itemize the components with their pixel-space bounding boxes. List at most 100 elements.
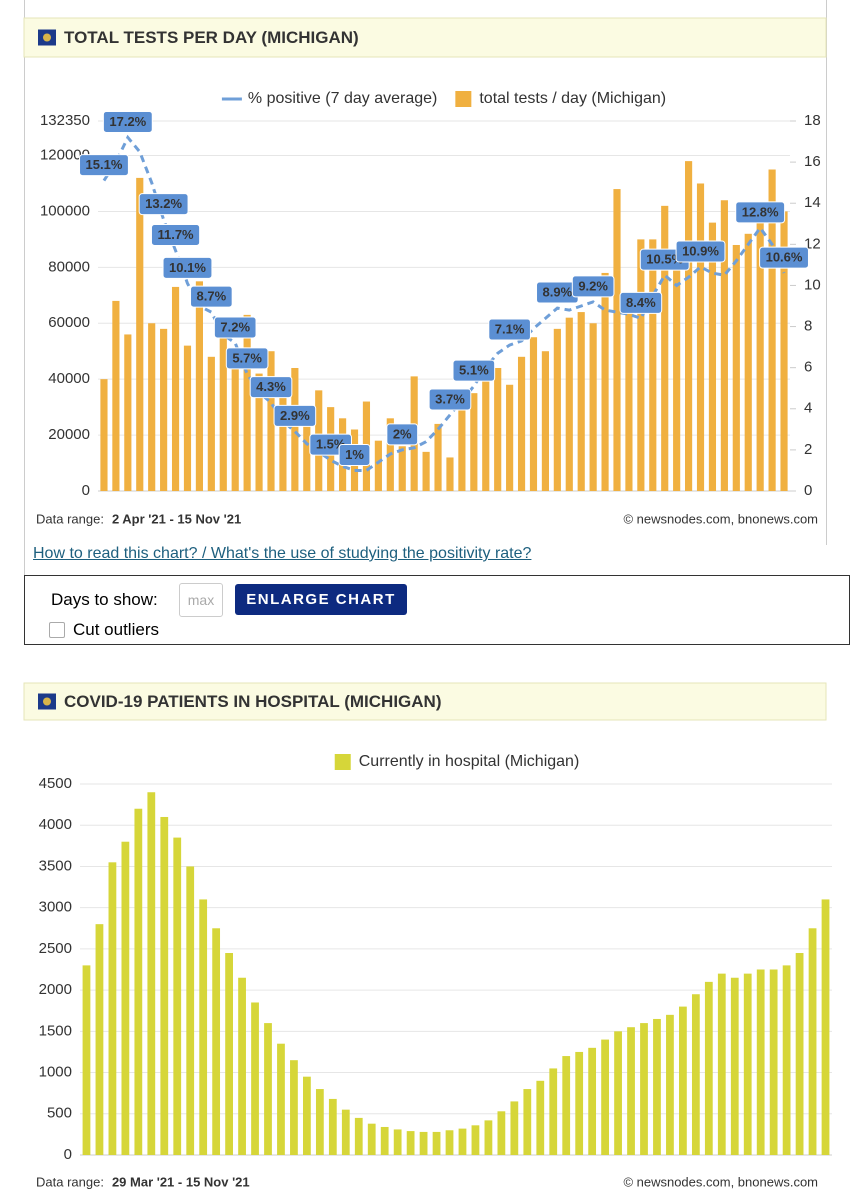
y2-tick-label: 6 bbox=[804, 359, 812, 376]
bar bbox=[393, 1129, 402, 1155]
bar bbox=[523, 1089, 532, 1155]
value-label-box bbox=[162, 256, 213, 279]
value-label: 1% bbox=[345, 447, 364, 462]
legend-swatch bbox=[455, 91, 472, 107]
bar bbox=[290, 1060, 298, 1155]
value-label-box bbox=[150, 224, 201, 246]
bar bbox=[589, 323, 597, 491]
bar bbox=[637, 239, 645, 491]
bar bbox=[212, 928, 221, 1155]
data-range-label: Data range: bbox=[36, 1174, 104, 1189]
header-bar bbox=[23, 17, 827, 58]
bar bbox=[601, 1039, 609, 1155]
bar bbox=[673, 261, 681, 491]
bar bbox=[219, 337, 227, 491]
outliers-checkbox[interactable] bbox=[49, 622, 65, 638]
bar bbox=[666, 1014, 674, 1155]
y-tick-label: 3000 bbox=[39, 899, 72, 916]
bar bbox=[458, 390, 466, 491]
value-label-box bbox=[102, 110, 153, 133]
value-label: 8.7% bbox=[197, 289, 227, 304]
value-label-box bbox=[571, 275, 615, 298]
value-label-box bbox=[735, 201, 786, 224]
bar bbox=[406, 1131, 415, 1155]
bar bbox=[696, 183, 705, 491]
bar bbox=[529, 337, 538, 491]
y-tick-label: 2500 bbox=[39, 940, 72, 957]
value-label: 9.2% bbox=[578, 278, 608, 293]
bar bbox=[756, 969, 765, 1155]
bar bbox=[661, 205, 669, 492]
bar bbox=[147, 792, 156, 1155]
bar bbox=[649, 239, 657, 491]
bar bbox=[768, 169, 776, 491]
bar bbox=[112, 300, 120, 491]
value-label: 7.2% bbox=[220, 319, 250, 334]
data-range: 2 Apr '21 - 15 Nov '21 bbox=[112, 511, 241, 526]
bar bbox=[484, 1120, 493, 1155]
bar bbox=[482, 379, 490, 491]
help-link[interactable]: How to read this chart? / What's the use… bbox=[33, 545, 532, 562]
value-label-box bbox=[488, 318, 531, 341]
bar bbox=[782, 965, 791, 1155]
value-label: 8.4% bbox=[626, 295, 656, 310]
days-input[interactable]: max bbox=[179, 583, 223, 617]
legend-label: Currently in hospital (Michigan) bbox=[359, 753, 580, 770]
bar bbox=[279, 384, 287, 491]
y2-tick-label: 18 bbox=[804, 112, 821, 129]
bar bbox=[541, 351, 549, 491]
bar bbox=[124, 334, 132, 491]
enlarge-button[interactable]: ENLARGE CHART bbox=[235, 584, 407, 615]
value-label-box bbox=[273, 404, 317, 427]
bar bbox=[627, 1027, 635, 1155]
legend: % positive (7 day average) total tests / … bbox=[221, 90, 666, 107]
y-tick-label: 0 bbox=[82, 482, 90, 499]
y-tick-label: 100000 bbox=[40, 202, 90, 219]
legend-swatch bbox=[334, 754, 351, 770]
bar bbox=[577, 312, 585, 491]
bar bbox=[625, 295, 633, 491]
value-label: 10.6% bbox=[766, 250, 803, 265]
value-label: 17.2% bbox=[109, 114, 146, 129]
value-label-box bbox=[619, 291, 663, 314]
bar bbox=[277, 1043, 285, 1155]
y-tick-label: 120000 bbox=[40, 146, 90, 163]
bar bbox=[267, 351, 275, 491]
y2-tick-label: 2 bbox=[804, 441, 812, 458]
bar bbox=[160, 328, 168, 491]
bar bbox=[225, 953, 233, 1155]
source: © newsnodes.com, bnonews.com bbox=[623, 511, 818, 526]
bar bbox=[562, 1056, 571, 1155]
bar bbox=[497, 1111, 506, 1155]
bar bbox=[614, 1031, 622, 1155]
value-label-box bbox=[213, 316, 257, 339]
y2-tick-label: 10 bbox=[804, 276, 821, 293]
y-tick-label: 1500 bbox=[39, 1022, 72, 1039]
bar bbox=[549, 1068, 558, 1155]
bar bbox=[121, 841, 130, 1155]
flag-emblem bbox=[43, 697, 51, 706]
bar bbox=[708, 222, 717, 491]
y-tick-label: 60000 bbox=[48, 314, 90, 331]
value-label: 10.5% bbox=[646, 252, 683, 267]
bar bbox=[613, 189, 621, 491]
bar bbox=[398, 446, 406, 491]
y-tick-label: 132350 bbox=[40, 112, 90, 129]
value-label: 2% bbox=[393, 426, 412, 441]
value-label-box bbox=[759, 246, 809, 269]
bar bbox=[432, 1131, 441, 1155]
line bbox=[102, 134, 786, 472]
bar bbox=[291, 367, 299, 491]
bar bbox=[553, 328, 561, 491]
y-tick-label: 80000 bbox=[48, 258, 90, 275]
bar bbox=[601, 272, 609, 491]
bar bbox=[808, 928, 817, 1155]
flag-emblem bbox=[43, 33, 51, 42]
y-tick-label: 1000 bbox=[39, 1064, 72, 1081]
y-tick-label: 2000 bbox=[39, 981, 72, 998]
outliers-label: Cut outliers bbox=[73, 620, 159, 639]
value-label-box bbox=[675, 240, 726, 263]
bar bbox=[186, 866, 195, 1155]
